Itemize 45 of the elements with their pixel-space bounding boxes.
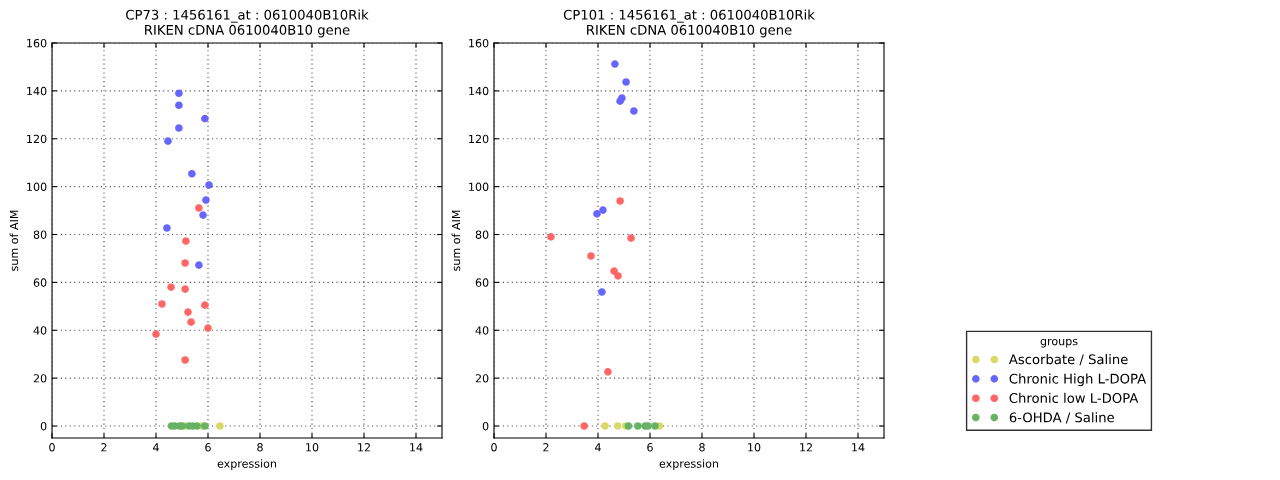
y-tick-label: 60 <box>475 278 489 287</box>
y-tick-label: 80 <box>475 230 489 239</box>
x-tick-label: 4 <box>153 443 159 452</box>
x-axis-title: expression <box>217 459 277 470</box>
y-tick-label: 40 <box>33 326 47 335</box>
y-tick-label: 60 <box>33 278 47 287</box>
x-tick-label: 6 <box>205 443 211 452</box>
x-tick-label: 14 <box>410 443 423 452</box>
y-axis-title: sum of AIM <box>451 210 461 271</box>
legend-label: Ascorbate / Saline <box>1008 354 1128 366</box>
y-tick-label: 0 <box>40 422 47 431</box>
y-tick-label: 120 <box>469 134 489 144</box>
x-tick-label: 10 <box>306 443 319 452</box>
y-tick-label: 120 <box>27 134 47 144</box>
x-axis-title: expression <box>659 459 719 470</box>
x-tick-label: 14 <box>852 443 865 452</box>
x-tick-label: 0 <box>491 443 497 452</box>
x-tick-label: 8 <box>257 443 263 452</box>
y-tick-label: 80 <box>33 230 47 239</box>
x-tick-label: 8 <box>699 443 705 452</box>
y-tick-label: 160 <box>27 38 47 48</box>
x-tick-label: 0 <box>49 443 55 452</box>
y-tick-label: 100 <box>27 182 47 192</box>
y-tick-label: 160 <box>469 38 489 48</box>
chart-title: CP101 : 1456161_at : 0610040B10Rik RIKEN cDNA 0610040B10 gene <box>563 9 815 38</box>
x-tick-label: 12 <box>358 443 370 452</box>
x-tick-label: 2 <box>543 443 549 452</box>
x-tick-label: 6 <box>647 443 653 452</box>
y-axis-title: sum of AIM <box>9 210 19 271</box>
legend-label: Chronic High L-DOPA <box>1009 373 1147 387</box>
y-tick-label: 100 <box>469 182 489 192</box>
x-tick-label: 10 <box>748 443 761 452</box>
x-tick-label: 2 <box>101 443 107 452</box>
y-tick-label: 140 <box>469 86 489 96</box>
legend-label: Chronic low L-DOPA <box>1009 392 1139 403</box>
y-tick-label: 0 <box>482 422 489 431</box>
x-tick-label: 4 <box>595 443 601 452</box>
y-tick-label: 20 <box>33 374 47 383</box>
legend-label: 6-OHDA / Saline <box>1009 412 1114 424</box>
y-tick-label: 40 <box>475 326 489 335</box>
chart-title: CP73 : 1456161_at : 0610040B10Rik RIKEN cDNA 0610040B10 gene <box>126 9 369 38</box>
legend-title: groups <box>1040 338 1078 348</box>
x-tick-label: 12 <box>800 443 812 452</box>
y-tick-label: 140 <box>27 86 47 96</box>
y-tick-label: 20 <box>475 374 489 383</box>
